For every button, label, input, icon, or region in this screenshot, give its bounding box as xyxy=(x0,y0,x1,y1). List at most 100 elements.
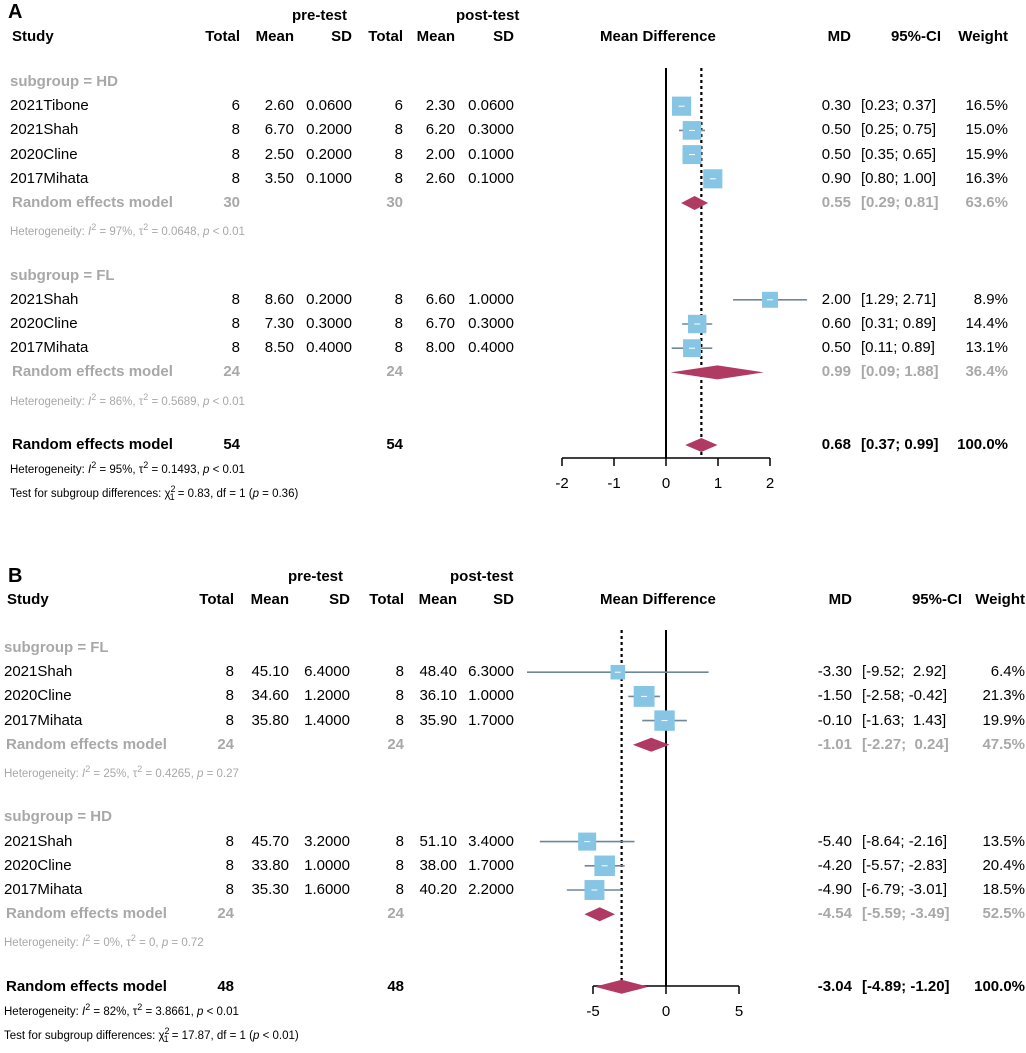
model-post-total: 24 xyxy=(387,735,404,753)
post-mean: 36.10 xyxy=(419,687,457,705)
weight-value: 6.4% xyxy=(990,663,1025,681)
post-mean: 6.60 xyxy=(425,290,455,308)
pre-test-header: pre-test xyxy=(288,568,344,585)
pre-sd-header: SD xyxy=(331,28,352,45)
study-name: 2020Cline xyxy=(10,315,78,332)
x-tick-label: 1 xyxy=(714,475,722,492)
model-pre-total: 24 xyxy=(223,363,240,381)
weight-value: 14.4% xyxy=(965,315,1008,332)
overall-model-label: Random effects model xyxy=(6,977,167,995)
md-value: -4.90 xyxy=(817,881,852,898)
study-name: 2021Shah xyxy=(10,121,79,139)
weight-value: 13.1% xyxy=(965,339,1008,357)
post-total: 8 xyxy=(394,290,403,308)
ci-value: [-6.79; -3.01] xyxy=(862,881,948,898)
x-tick-label: -2 xyxy=(555,475,568,492)
ci-value: [0.31; 0.89] xyxy=(861,315,937,332)
subgroup-model-label: Random effects model xyxy=(6,735,167,753)
weight-value: 19.9% xyxy=(982,711,1025,729)
post-sd: 1.0000 xyxy=(468,290,514,308)
pre-total: 8 xyxy=(225,663,234,681)
model-md-value: -3.04 xyxy=(817,977,852,995)
model-post-total: 24 xyxy=(386,363,403,381)
weight-value: 20.4% xyxy=(982,856,1025,874)
study-name: 2017Mihata xyxy=(4,711,83,729)
ci-value: [0.23; 0.37] xyxy=(861,97,937,115)
subgroup-difference-test: Test for subgroup differences: χ21 = 17.… xyxy=(4,1026,299,1045)
pre-total: 8 xyxy=(225,856,234,874)
heterogeneity-stats: Heterogeneity: I2 = 97%, τ2 = 0.0648, p … xyxy=(10,222,245,239)
model-weight-value: 63.6% xyxy=(965,194,1008,211)
ci-header: 95%-CI xyxy=(890,28,941,45)
model-ci-value: [0.37; 0.99] xyxy=(861,436,939,453)
pre-mean-header: Mean xyxy=(250,591,289,608)
pre-mean: 2.50 xyxy=(264,145,294,163)
post-total: 6 xyxy=(394,97,403,115)
study-name: 2021Shah xyxy=(4,832,73,850)
weight-value: 15.9% xyxy=(965,145,1008,163)
md-value: 0.60 xyxy=(821,315,851,332)
pre-mean: 45.70 xyxy=(251,832,289,850)
post-mean-header: Mean xyxy=(418,591,457,608)
overall-heterogeneity-stats: Heterogeneity: I2 = 82%, τ2 = 3.8661, p … xyxy=(4,1002,239,1018)
pre-mean: 45.10 xyxy=(251,663,289,681)
pre-total-header: Total xyxy=(199,591,234,608)
md-value: 0.50 xyxy=(821,339,851,357)
model-md-value: -4.54 xyxy=(817,905,852,923)
md-value: 0.50 xyxy=(821,145,851,163)
post-sd: 1.0000 xyxy=(468,687,514,705)
md-value: 0.50 xyxy=(821,121,851,139)
post-sd-header: SD xyxy=(493,591,514,608)
ci-value: [-5.57; -2.83] xyxy=(862,856,948,874)
model-post-total: 48 xyxy=(387,977,404,995)
model-weight-value: 47.5% xyxy=(982,735,1025,753)
pre-sd: 3.2000 xyxy=(304,832,350,850)
x-tick-label: 5 xyxy=(735,1003,743,1020)
ci-value: [-9.52; 2.92] xyxy=(862,663,947,681)
post-mean: 40.20 xyxy=(419,881,457,898)
pre-sd: 0.2000 xyxy=(306,290,352,308)
model-post-total: 30 xyxy=(386,194,403,211)
post-mean-header: Mean xyxy=(416,28,455,45)
pre-mean-header: Mean xyxy=(255,28,294,45)
md-value: 0.30 xyxy=(821,97,851,115)
ci-value: [-8.64; -2.16] xyxy=(862,832,948,850)
model-ci-value: [-4.89; -1.20] xyxy=(862,977,950,995)
post-sd: 1.7000 xyxy=(468,856,514,874)
post-total: 8 xyxy=(395,856,404,874)
subgroup-difference-test: Test for subgroup differences: χ21 = 0.8… xyxy=(10,484,299,503)
post-total: 8 xyxy=(394,121,403,139)
post-total: 8 xyxy=(394,339,403,357)
ci-header: 95%-CI xyxy=(911,591,962,608)
post-mean: 6.70 xyxy=(425,315,455,332)
pre-total: 8 xyxy=(225,832,234,850)
pre-mean: 7.30 xyxy=(264,315,294,332)
model-pre-total: 24 xyxy=(217,905,234,923)
model-md-value: 0.99 xyxy=(821,363,851,381)
model-weight-value: 100.0% xyxy=(974,977,1025,995)
panel-label: B xyxy=(8,565,23,587)
model-weight-value: 100.0% xyxy=(957,436,1008,453)
model-weight-value: 52.5% xyxy=(982,905,1025,923)
model-ci-value: [-5.59; -3.49] xyxy=(862,905,950,923)
md-header: MD xyxy=(828,591,852,608)
post-sd: 1.7000 xyxy=(468,711,514,729)
ci-value: [-1.63; 1.43] xyxy=(862,711,947,729)
x-tick-label: 0 xyxy=(662,1003,670,1020)
ci-value: [0.35; 0.65] xyxy=(861,145,937,163)
md-value: -3.30 xyxy=(817,663,852,681)
pre-total: 8 xyxy=(225,881,234,898)
subgroup-label: subgroup = HD xyxy=(10,73,118,90)
ci-value: [0.11; 0.89] xyxy=(861,339,935,357)
heterogeneity-stats: Heterogeneity: I2 = 25%, τ2 = 0.4265, p … xyxy=(4,764,239,780)
post-sd: 0.4000 xyxy=(468,339,514,357)
pre-sd: 0.0600 xyxy=(306,97,352,115)
pre-mean: 33.80 xyxy=(251,856,289,874)
subgroup-label: subgroup = HD xyxy=(4,808,112,826)
subgroup-model-label: Random effects model xyxy=(12,194,173,211)
pre-total: 8 xyxy=(225,711,234,729)
pre-total: 8 xyxy=(231,169,240,187)
post-total: 8 xyxy=(395,832,404,850)
md-value: -4.20 xyxy=(817,856,852,874)
